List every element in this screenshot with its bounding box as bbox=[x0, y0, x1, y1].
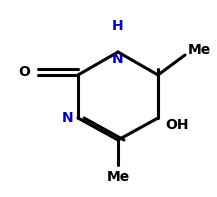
Text: Me: Me bbox=[188, 43, 211, 57]
Text: Me: Me bbox=[106, 170, 130, 184]
Text: O: O bbox=[18, 65, 30, 79]
Text: N: N bbox=[112, 52, 124, 66]
Text: H: H bbox=[112, 19, 124, 33]
Text: OH: OH bbox=[165, 118, 189, 132]
Text: N: N bbox=[61, 111, 73, 125]
